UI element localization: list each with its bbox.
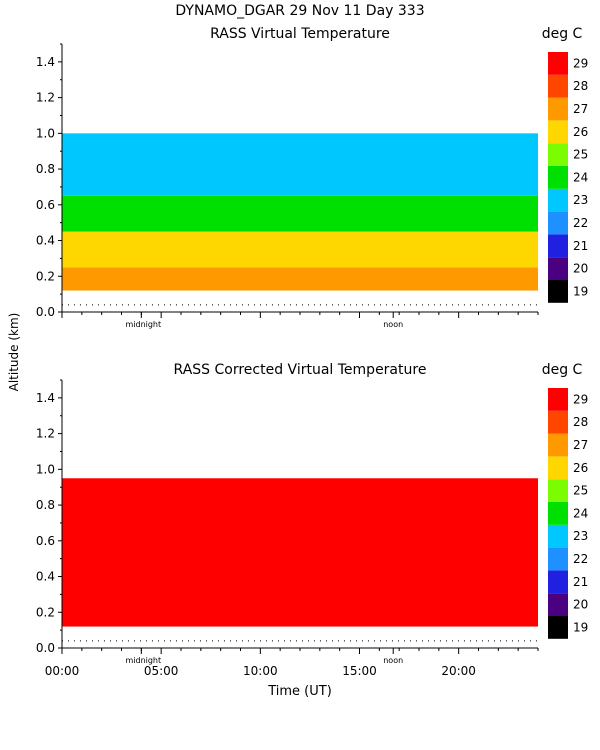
colorbar-swatch (548, 433, 568, 457)
y-tick-label: 0.4 (36, 234, 55, 248)
colorbar-label: 23 (573, 529, 588, 543)
colorbar-label: 29 (573, 56, 588, 70)
colorbar-1-unit: deg C (542, 26, 583, 42)
colorbar-label: 20 (573, 262, 588, 276)
colorbar-swatch (548, 502, 568, 525)
colorbar-swatch (548, 388, 568, 411)
panel-1: 0.0 0.2 0.4 0.6 0.8 1.0 1.2 1.4 midnight noon 19 20… (36, 43, 588, 329)
y-tick-label: 0.2 (36, 269, 55, 283)
y-axis-label: Altitude (km) (7, 313, 21, 392)
midnight-marker: midnight (125, 320, 161, 329)
temperature-layer-0 (62, 478, 538, 627)
colorbar-swatch (548, 524, 568, 548)
y-tick-label: 0.6 (36, 198, 55, 212)
colorbar-label: 21 (573, 239, 588, 253)
colorbar-label: 27 (573, 438, 588, 452)
noon-marker: noon (383, 320, 403, 329)
colorbar-label: 24 (573, 506, 588, 520)
colorbar-label: 19 (573, 620, 588, 634)
colorbar-swatch (548, 570, 568, 594)
y-tick-label: 1.2 (36, 91, 55, 105)
colorbar-swatch (548, 166, 568, 189)
panel-2-title: RASS Corrected Virtual Temperature (174, 362, 427, 378)
temperature-layer-3 (62, 133, 538, 196)
colorbar-swatch (548, 410, 568, 434)
colorbar-label: 25 (573, 484, 588, 498)
figure-title: DYNAMO_DGAR 29 Nov 11 Day 333 (175, 3, 424, 19)
colorbar-label: 27 (573, 102, 588, 116)
colorbar-swatch (548, 479, 568, 502)
colorbar-label: 28 (573, 415, 588, 429)
x-axis-label: Time (UT) (267, 684, 332, 699)
midnight-marker: midnight (125, 656, 161, 665)
y-tick-label: 0.8 (36, 162, 55, 176)
y-tick-label: 1.0 (36, 126, 55, 140)
colorbar-label: 26 (573, 461, 588, 475)
colorbar-label: 22 (573, 216, 588, 230)
x-tick-label: 20:00 (441, 664, 476, 678)
panel-2: 0.0 0.2 0.4 0.6 0.8 1.0 1.2 1.4 00:00 05:00 10:00 1… (36, 379, 588, 678)
colorbar-swatch (548, 97, 568, 121)
colorbar-label: 26 (573, 125, 588, 139)
colorbar-swatch (548, 74, 568, 98)
x-tick-label: 15:00 (342, 664, 377, 678)
y-tick-label: 1.2 (36, 427, 55, 441)
colorbar-swatch (548, 456, 568, 480)
y-tick-label: 0.0 (36, 305, 55, 319)
colorbar-swatch (548, 616, 568, 639)
colorbar-2-unit: deg C (542, 362, 583, 378)
colorbar-label: 28 (573, 79, 588, 93)
y-tick-label: 1.4 (36, 55, 55, 69)
colorbar-swatch (548, 547, 568, 571)
noon-marker: noon (383, 656, 403, 665)
temperature-layer-0 (62, 267, 538, 291)
colorbar-swatch (548, 593, 568, 616)
colorbar-swatch (548, 143, 568, 166)
panel-1-title: RASS Virtual Temperature (210, 26, 390, 42)
temperature-layer-2 (62, 195, 538, 232)
colorbar-label: 19 (573, 284, 588, 298)
colorbar-label: 25 (573, 148, 588, 162)
colorbar-label: 22 (573, 552, 588, 566)
x-tick-label: 10:00 (243, 664, 278, 678)
colorbar-swatch (548, 280, 568, 303)
colorbar-label: 21 (573, 575, 588, 589)
y-tick-label: 0.8 (36, 498, 55, 512)
y-tick-label: 0.2 (36, 605, 55, 619)
x-tick-label: 00:00 (45, 664, 80, 678)
colorbar-label: 29 (573, 392, 588, 406)
colorbar-swatch (548, 234, 568, 258)
colorbar-swatch (548, 257, 568, 280)
colorbar-label: 24 (573, 170, 588, 184)
colorbar-swatch (548, 120, 568, 144)
colorbar-label: 20 (573, 598, 588, 612)
colorbar-label: 23 (573, 193, 588, 207)
y-tick-label: 1.4 (36, 391, 55, 405)
y-tick-label: 0.0 (36, 641, 55, 655)
y-tick-label: 0.6 (36, 534, 55, 548)
y-tick-label: 0.4 (36, 570, 55, 584)
x-tick-label: 05:00 (144, 664, 179, 678)
y-tick-label: 1.0 (36, 462, 55, 476)
temperature-layer-1 (62, 231, 538, 268)
colorbar-swatch (548, 52, 568, 75)
colorbar-swatch (548, 188, 568, 212)
colorbar-swatch (548, 211, 568, 235)
